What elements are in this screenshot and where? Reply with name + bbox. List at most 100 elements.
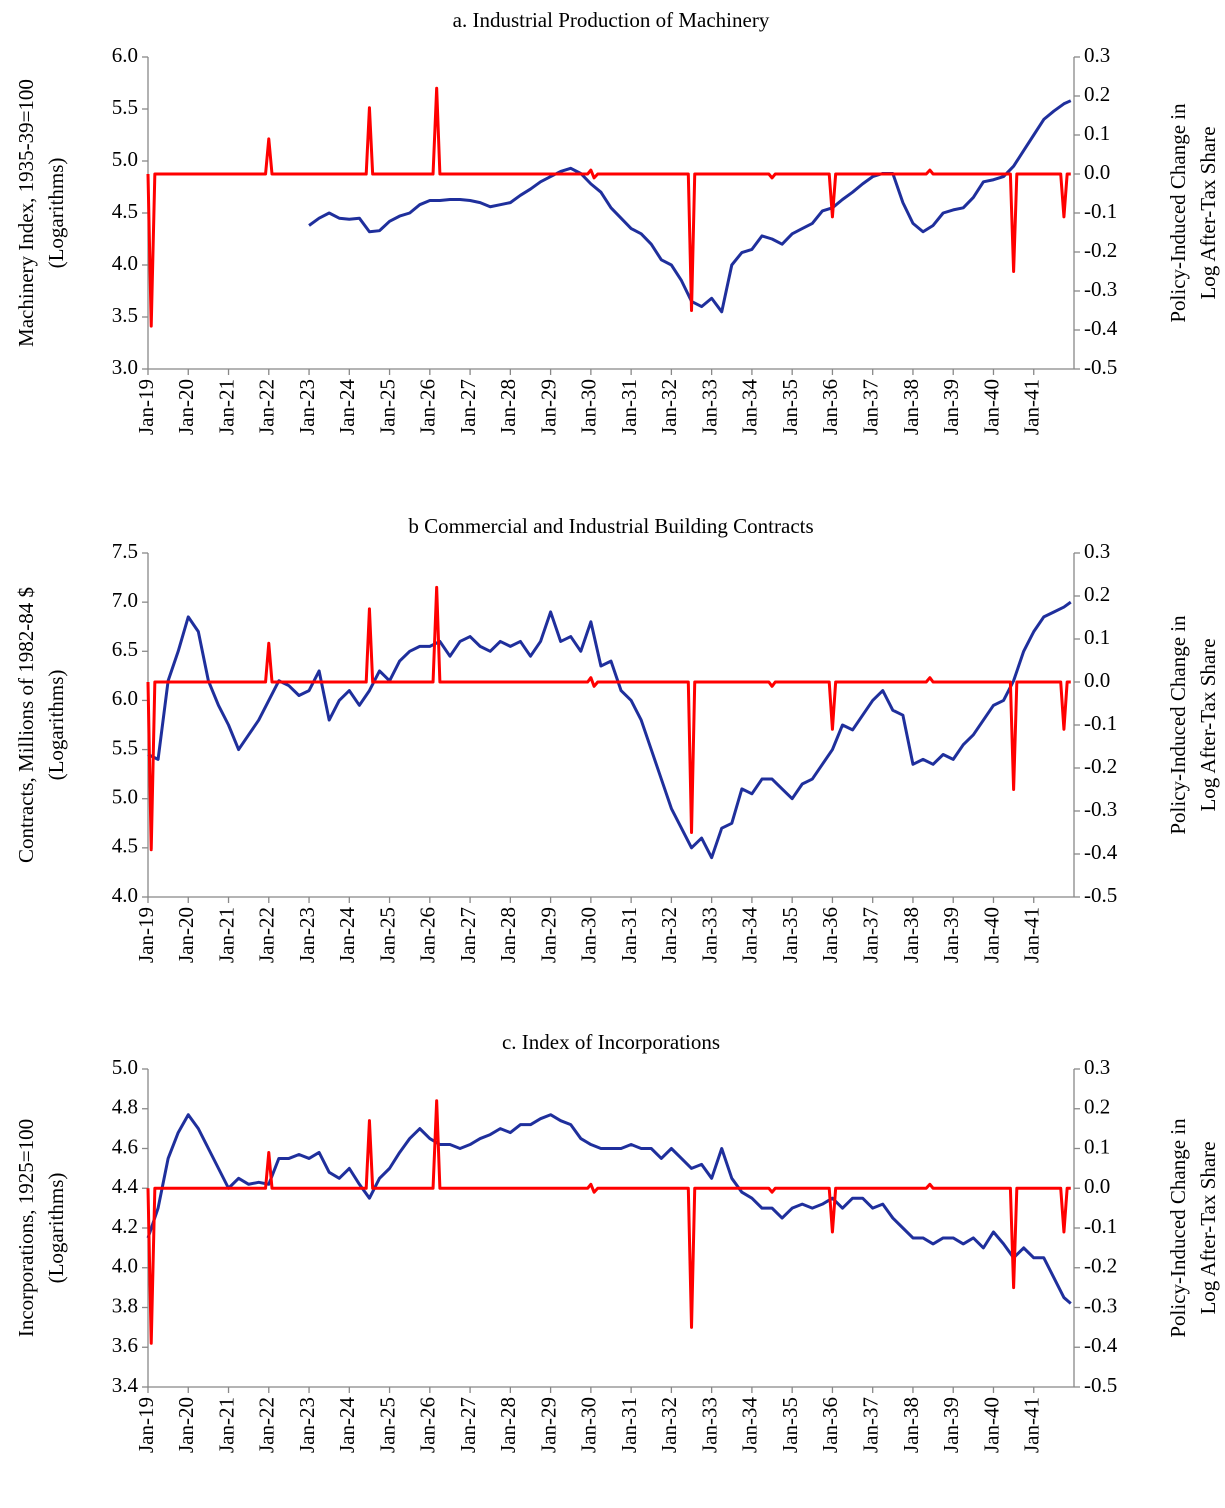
x-tick-label: Jan-24	[335, 379, 359, 435]
x-tick-label: Jan-41	[1020, 1397, 1044, 1453]
x-tick-label: Jan-26	[416, 379, 440, 435]
y2-axis-title: Policy-Induced Change in	[1166, 615, 1190, 835]
y-axis-title: (Logarithms)	[44, 158, 68, 269]
x-tick-label: Jan-39	[939, 907, 963, 963]
x-tick-label: Jan-31	[617, 1397, 641, 1453]
y-tick-label: 4.4	[112, 1174, 139, 1198]
y2-axis-title: Log After-Tax Share	[1196, 1141, 1220, 1314]
y2-axis-title: Log After-Tax Share	[1196, 126, 1220, 299]
x-tick-label: Jan-23	[295, 1397, 319, 1453]
y2-tick-label: -0.5	[1084, 355, 1117, 379]
x-tick-label: Jan-28	[496, 379, 520, 435]
y2-tick-label: 0.1	[1084, 1134, 1110, 1158]
y-tick-label: 3.6	[112, 1333, 138, 1357]
y2-tick-label: -0.1	[1084, 199, 1117, 223]
x-tick-label: Jan-30	[577, 379, 601, 435]
x-tick-label: Jan-30	[577, 1397, 601, 1453]
x-tick-label: Jan-25	[375, 1397, 399, 1453]
y2-tick-label: -0.2	[1084, 1254, 1117, 1278]
y-tick-label: 4.5	[112, 834, 138, 858]
x-tick-label: Jan-38	[899, 907, 923, 963]
x-tick-label: Jan-33	[697, 907, 721, 963]
x-tick-label: Jan-27	[456, 379, 480, 435]
x-tick-label: Jan-27	[456, 907, 480, 963]
x-tick-label: Jan-40	[979, 379, 1003, 435]
y-tick-label: 4.0	[112, 883, 138, 907]
y2-tick-label: 0.2	[1084, 82, 1110, 106]
y2-axis-title: Policy-Induced Change in	[1166, 103, 1190, 323]
y2-tick-label: -0.4	[1084, 316, 1118, 340]
y2-tick-label: -0.5	[1084, 883, 1117, 907]
y-tick-label: 3.5	[112, 303, 138, 327]
x-tick-label: Jan-29	[536, 907, 560, 963]
x-tick-label: Jan-29	[536, 379, 560, 435]
y-tick-label: 6.0	[112, 43, 138, 67]
y-tick-label: 7.0	[112, 588, 138, 612]
y2-tick-label: -0.1	[1084, 1214, 1117, 1238]
x-tick-label: Jan-41	[1020, 379, 1044, 435]
chart-title: c. Index of Incorporations	[502, 1030, 720, 1054]
y-tick-label: 4.5	[112, 199, 138, 223]
y2-tick-label: -0.4	[1084, 1333, 1118, 1357]
x-tick-label: Jan-23	[295, 907, 319, 963]
x-tick-label: Jan-39	[939, 1397, 963, 1453]
y2-tick-label: -0.3	[1084, 797, 1117, 821]
y2-tick-label: -0.2	[1084, 754, 1117, 778]
x-tick-label: Jan-40	[979, 1397, 1003, 1453]
x-tick-label: Jan-22	[255, 379, 279, 435]
y-tick-label: 3.4	[112, 1373, 139, 1397]
x-tick-label: Jan-32	[657, 379, 681, 435]
y-axis-title: Machinery Index, 1935-39=100	[14, 79, 38, 347]
x-tick-label: Jan-26	[416, 907, 440, 963]
x-tick-label: Jan-19	[134, 379, 158, 435]
x-tick-label: Jan-21	[214, 1397, 238, 1453]
x-tick-label: Jan-21	[214, 379, 238, 435]
y2-tick-label: 0.0	[1084, 1174, 1110, 1198]
x-tick-label: Jan-26	[416, 1397, 440, 1453]
y2-tick-label: -0.3	[1084, 277, 1117, 301]
x-tick-label: Jan-20	[174, 907, 198, 963]
y2-tick-label: -0.1	[1084, 711, 1117, 735]
x-tick-label: Jan-36	[818, 907, 842, 963]
y-tick-label: 3.0	[112, 355, 138, 379]
y-tick-label: 5.5	[112, 95, 138, 119]
y-axis-title: (Logarithms)	[44, 1173, 68, 1284]
x-tick-label: Jan-30	[577, 907, 601, 963]
y-tick-label: 6.0	[112, 686, 138, 710]
y-tick-label: 4.8	[112, 1095, 138, 1119]
x-tick-label: Jan-34	[738, 1397, 762, 1453]
series-line	[146, 1113, 1072, 1305]
x-tick-label: Jan-32	[657, 907, 681, 963]
x-tick-label: Jan-37	[859, 379, 883, 435]
chart-title: b Commercial and Industrial Building Con…	[408, 514, 813, 538]
x-tick-label: Jan-37	[859, 907, 883, 963]
y-tick-label: 6.5	[112, 637, 138, 661]
y2-tick-label: 0.3	[1084, 539, 1110, 563]
x-tick-label: Jan-38	[899, 1397, 923, 1453]
y2-tick-label: 0.2	[1084, 1095, 1110, 1119]
x-tick-label: Jan-22	[255, 907, 279, 963]
y2-tick-label: 0.2	[1084, 582, 1110, 606]
y2-tick-label: 0.0	[1084, 160, 1110, 184]
x-tick-label: Jan-38	[899, 379, 923, 435]
x-tick-label: Jan-34	[738, 379, 762, 435]
y-tick-label: 5.0	[112, 1055, 138, 1079]
y-tick-label: 4.6	[112, 1134, 138, 1158]
series-line	[146, 1099, 1071, 1345]
y2-tick-label: -0.3	[1084, 1293, 1117, 1317]
y2-tick-label: 0.3	[1084, 1055, 1110, 1079]
y-tick-label: 5.5	[112, 735, 138, 759]
x-tick-label: Jan-25	[375, 907, 399, 963]
x-tick-label: Jan-28	[496, 1397, 520, 1453]
y-tick-label: 5.0	[112, 785, 138, 809]
y2-axis-title: Policy-Induced Change in	[1166, 1118, 1190, 1338]
x-tick-label: Jan-19	[134, 907, 158, 963]
x-tick-label: Jan-21	[214, 907, 238, 963]
x-tick-label: Jan-25	[375, 379, 399, 435]
x-tick-label: Jan-35	[778, 379, 802, 435]
x-tick-label: Jan-35	[778, 1397, 802, 1453]
x-tick-label: Jan-39	[939, 379, 963, 435]
y-tick-label: 4.0	[112, 1254, 138, 1278]
y-axis-title: Contracts, Millions of 1982-84 $	[14, 587, 38, 863]
